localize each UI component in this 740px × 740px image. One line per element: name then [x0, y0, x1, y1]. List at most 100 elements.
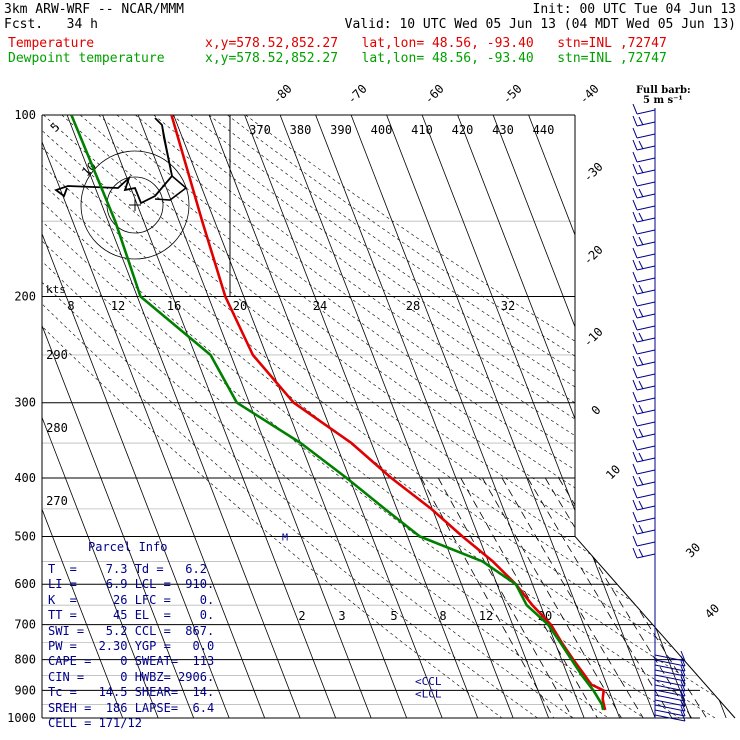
- wind-barb: [632, 295, 638, 307]
- theta-label: 410: [411, 123, 433, 137]
- wind-barb: [638, 164, 644, 174]
- wind-barb: [632, 247, 638, 259]
- mixing-ratio-line: [482, 477, 622, 718]
- wind-barb: [636, 457, 656, 463]
- parcel-info-row: SWI = 5.2 CCL = 867.: [48, 623, 215, 638]
- isotherm-line: [102, 115, 337, 718]
- mixing-ratio-label: 12: [479, 609, 493, 623]
- wind-barb: [654, 669, 686, 677]
- wind-barb: [632, 211, 638, 223]
- wind-barb: [632, 259, 638, 271]
- dewpoint-profile: [70, 115, 605, 711]
- isotherm-label: -30: [581, 160, 606, 185]
- wind-barb: [638, 236, 644, 246]
- wind-barb: [632, 283, 638, 295]
- mixing-ratio-label: 3: [338, 609, 345, 623]
- wind-barb: [636, 397, 656, 403]
- wind-barbs: [632, 103, 686, 722]
- wind-barb: [636, 265, 656, 271]
- wind-barb: [636, 337, 656, 343]
- wind-barb: [632, 235, 638, 247]
- isotherm-label: 10: [603, 462, 623, 482]
- pressure-label: 1000: [7, 711, 36, 725]
- isotherm-label: -60: [422, 82, 447, 107]
- wind-barb: [632, 547, 638, 559]
- barb-legend-units: 5 m s⁻¹: [643, 95, 683, 106]
- wind-barb: [632, 163, 638, 175]
- wind-barb: [636, 301, 656, 307]
- isotherm-label: 40: [702, 601, 722, 621]
- wind-barb: [636, 541, 656, 547]
- wind-barb: [632, 475, 638, 487]
- isotherm-line: [137, 115, 372, 718]
- wind-barb: [636, 109, 656, 115]
- wind-barb: [638, 332, 644, 342]
- parcel-info-row: T = 7.3 Td = 6.2: [48, 562, 207, 576]
- hodograph-ring: [106, 176, 164, 234]
- wind-barb: [632, 355, 638, 367]
- theta-label: 380: [290, 123, 312, 137]
- isotherm-line: [279, 115, 514, 718]
- wind-barb: [654, 709, 686, 717]
- wind-barb: [638, 140, 644, 150]
- wind-barb: [636, 193, 656, 199]
- model-line: 3km ARW-WRF -- NCAR/MMM: [4, 2, 185, 17]
- init-line: Init: 00 UTC Tue 04 Jun 13: [532, 2, 737, 17]
- wind-barb: [638, 188, 644, 198]
- wind-barb: [680, 705, 686, 717]
- pressure-label: 900: [14, 683, 36, 697]
- wind-barb: [638, 524, 644, 534]
- dry-adiabat: [98, 115, 735, 718]
- mixing-ratio-label: 8: [439, 609, 446, 623]
- mixing-ratio-label: 8: [67, 299, 74, 313]
- wind-barb: [632, 199, 638, 211]
- wind-barb: [636, 409, 656, 415]
- wind-barb: [638, 548, 644, 558]
- wind-barb: [638, 380, 644, 390]
- wind-barb: [636, 205, 656, 211]
- theta-label: 280: [46, 421, 68, 435]
- wind-barb: [636, 445, 656, 451]
- isotherm-label: -80: [270, 82, 295, 107]
- level-marker: M: [282, 532, 288, 543]
- wind-barb: [654, 699, 686, 707]
- wind-barb: [638, 116, 644, 126]
- wind-barb: [638, 404, 644, 414]
- wind-barb: [632, 487, 638, 499]
- hodograph-ring: [80, 150, 190, 260]
- wind-barb: [638, 428, 644, 438]
- parcel-info-row: SREH = 186 LAPSE= 6.4: [48, 700, 215, 715]
- wind-barb: [636, 373, 656, 379]
- pressure-label: 200: [14, 290, 36, 304]
- dry-adiabat: [42, 115, 735, 718]
- dewpoint-legend: Dewpoint temperature: [8, 51, 165, 66]
- temperature-legend: Temperature: [8, 36, 95, 51]
- dewpoint-station-info: x,y=578.52,852.27 lat,lon= 48.56, -93.40…: [205, 51, 667, 66]
- wind-barb: [632, 391, 638, 403]
- wind-barb: [680, 690, 686, 702]
- hodograph-trace: [154, 124, 188, 201]
- mixing-ratio-line: [558, 477, 707, 718]
- mixing-ratio-label: 2: [298, 609, 305, 623]
- isotherm-label: -20: [581, 243, 606, 268]
- mixing-ratio-line: [544, 477, 692, 718]
- wind-barb: [636, 289, 656, 295]
- wind-barb: [680, 665, 686, 677]
- isotherm-label: 0: [589, 403, 604, 418]
- pressure-label: 600: [14, 577, 36, 591]
- isotherm-line: [173, 115, 408, 718]
- theta-label: 420: [452, 123, 474, 137]
- wind-barb: [632, 523, 638, 535]
- theta-label: 290: [46, 348, 68, 362]
- pressure-label: 500: [14, 529, 36, 543]
- wind-barb: [654, 664, 686, 672]
- wind-barb: [632, 511, 638, 523]
- wind-barb: [654, 714, 686, 722]
- dry-adiabat: [208, 115, 735, 718]
- wind-barb: [632, 403, 638, 415]
- parcel-info-row: Tc = 14.5 SHEAR= 14.: [48, 685, 215, 700]
- theta-label: 270: [46, 494, 68, 508]
- wind-barb: [680, 650, 686, 662]
- wind-barb: [654, 659, 686, 667]
- wind-barb: [638, 260, 644, 270]
